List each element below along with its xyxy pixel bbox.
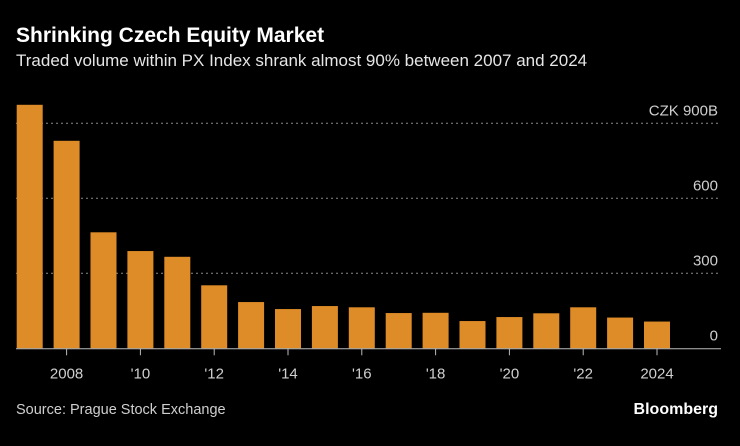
y-tick-label: 600 [693, 177, 718, 194]
x-tick-label: '18 [426, 365, 446, 382]
x-axis: 2008 '10 '12 '14 '16 '18 '20 '22 2024 [16, 348, 721, 382]
bar-2008 [53, 140, 80, 349]
bar-2017 [385, 313, 412, 349]
x-tick-label: 2024 [640, 365, 673, 382]
bar-2009 [90, 232, 117, 349]
chart-title: Shrinking Czech Equity Market [16, 24, 325, 47]
x-tick-label: '14 [278, 365, 298, 382]
chart-subtitle: Traded volume within PX Index shrank alm… [16, 51, 588, 70]
bar-2015 [311, 306, 338, 349]
x-tick-label: '20 [500, 365, 520, 382]
bar-2019 [459, 321, 486, 349]
x-tick-label: '22 [573, 365, 593, 382]
bar-2007 [16, 104, 43, 349]
x-tick-label: '16 [352, 365, 372, 382]
x-tick-label: '12 [204, 365, 224, 382]
y-tick-label: CZK 900B [649, 102, 718, 119]
bar-2012 [201, 285, 228, 349]
x-tick-label: 2008 [50, 365, 83, 382]
y-tick-label: 0 [710, 327, 718, 344]
y-axis-labels: 0 300 600 CZK 900B [649, 102, 718, 344]
source-note: Source: Prague Stock Exchange [16, 402, 226, 418]
gridlines [16, 122, 721, 274]
bar-2013 [238, 302, 265, 349]
bar-2020 [496, 317, 523, 349]
bars [16, 104, 670, 349]
bloomberg-logo: Bloomberg [633, 401, 718, 418]
bar-2014 [275, 309, 301, 349]
bar-2018 [422, 312, 449, 349]
bar-2010 [127, 251, 154, 349]
bar-2024 [644, 321, 670, 349]
y-tick-label: 300 [693, 252, 718, 269]
bar-2021 [533, 313, 560, 349]
bar-2023 [607, 317, 634, 349]
x-tick-label: '10 [131, 365, 151, 382]
bar-2011 [164, 256, 191, 349]
bar-2022 [570, 307, 597, 349]
bar-2016 [348, 307, 375, 349]
